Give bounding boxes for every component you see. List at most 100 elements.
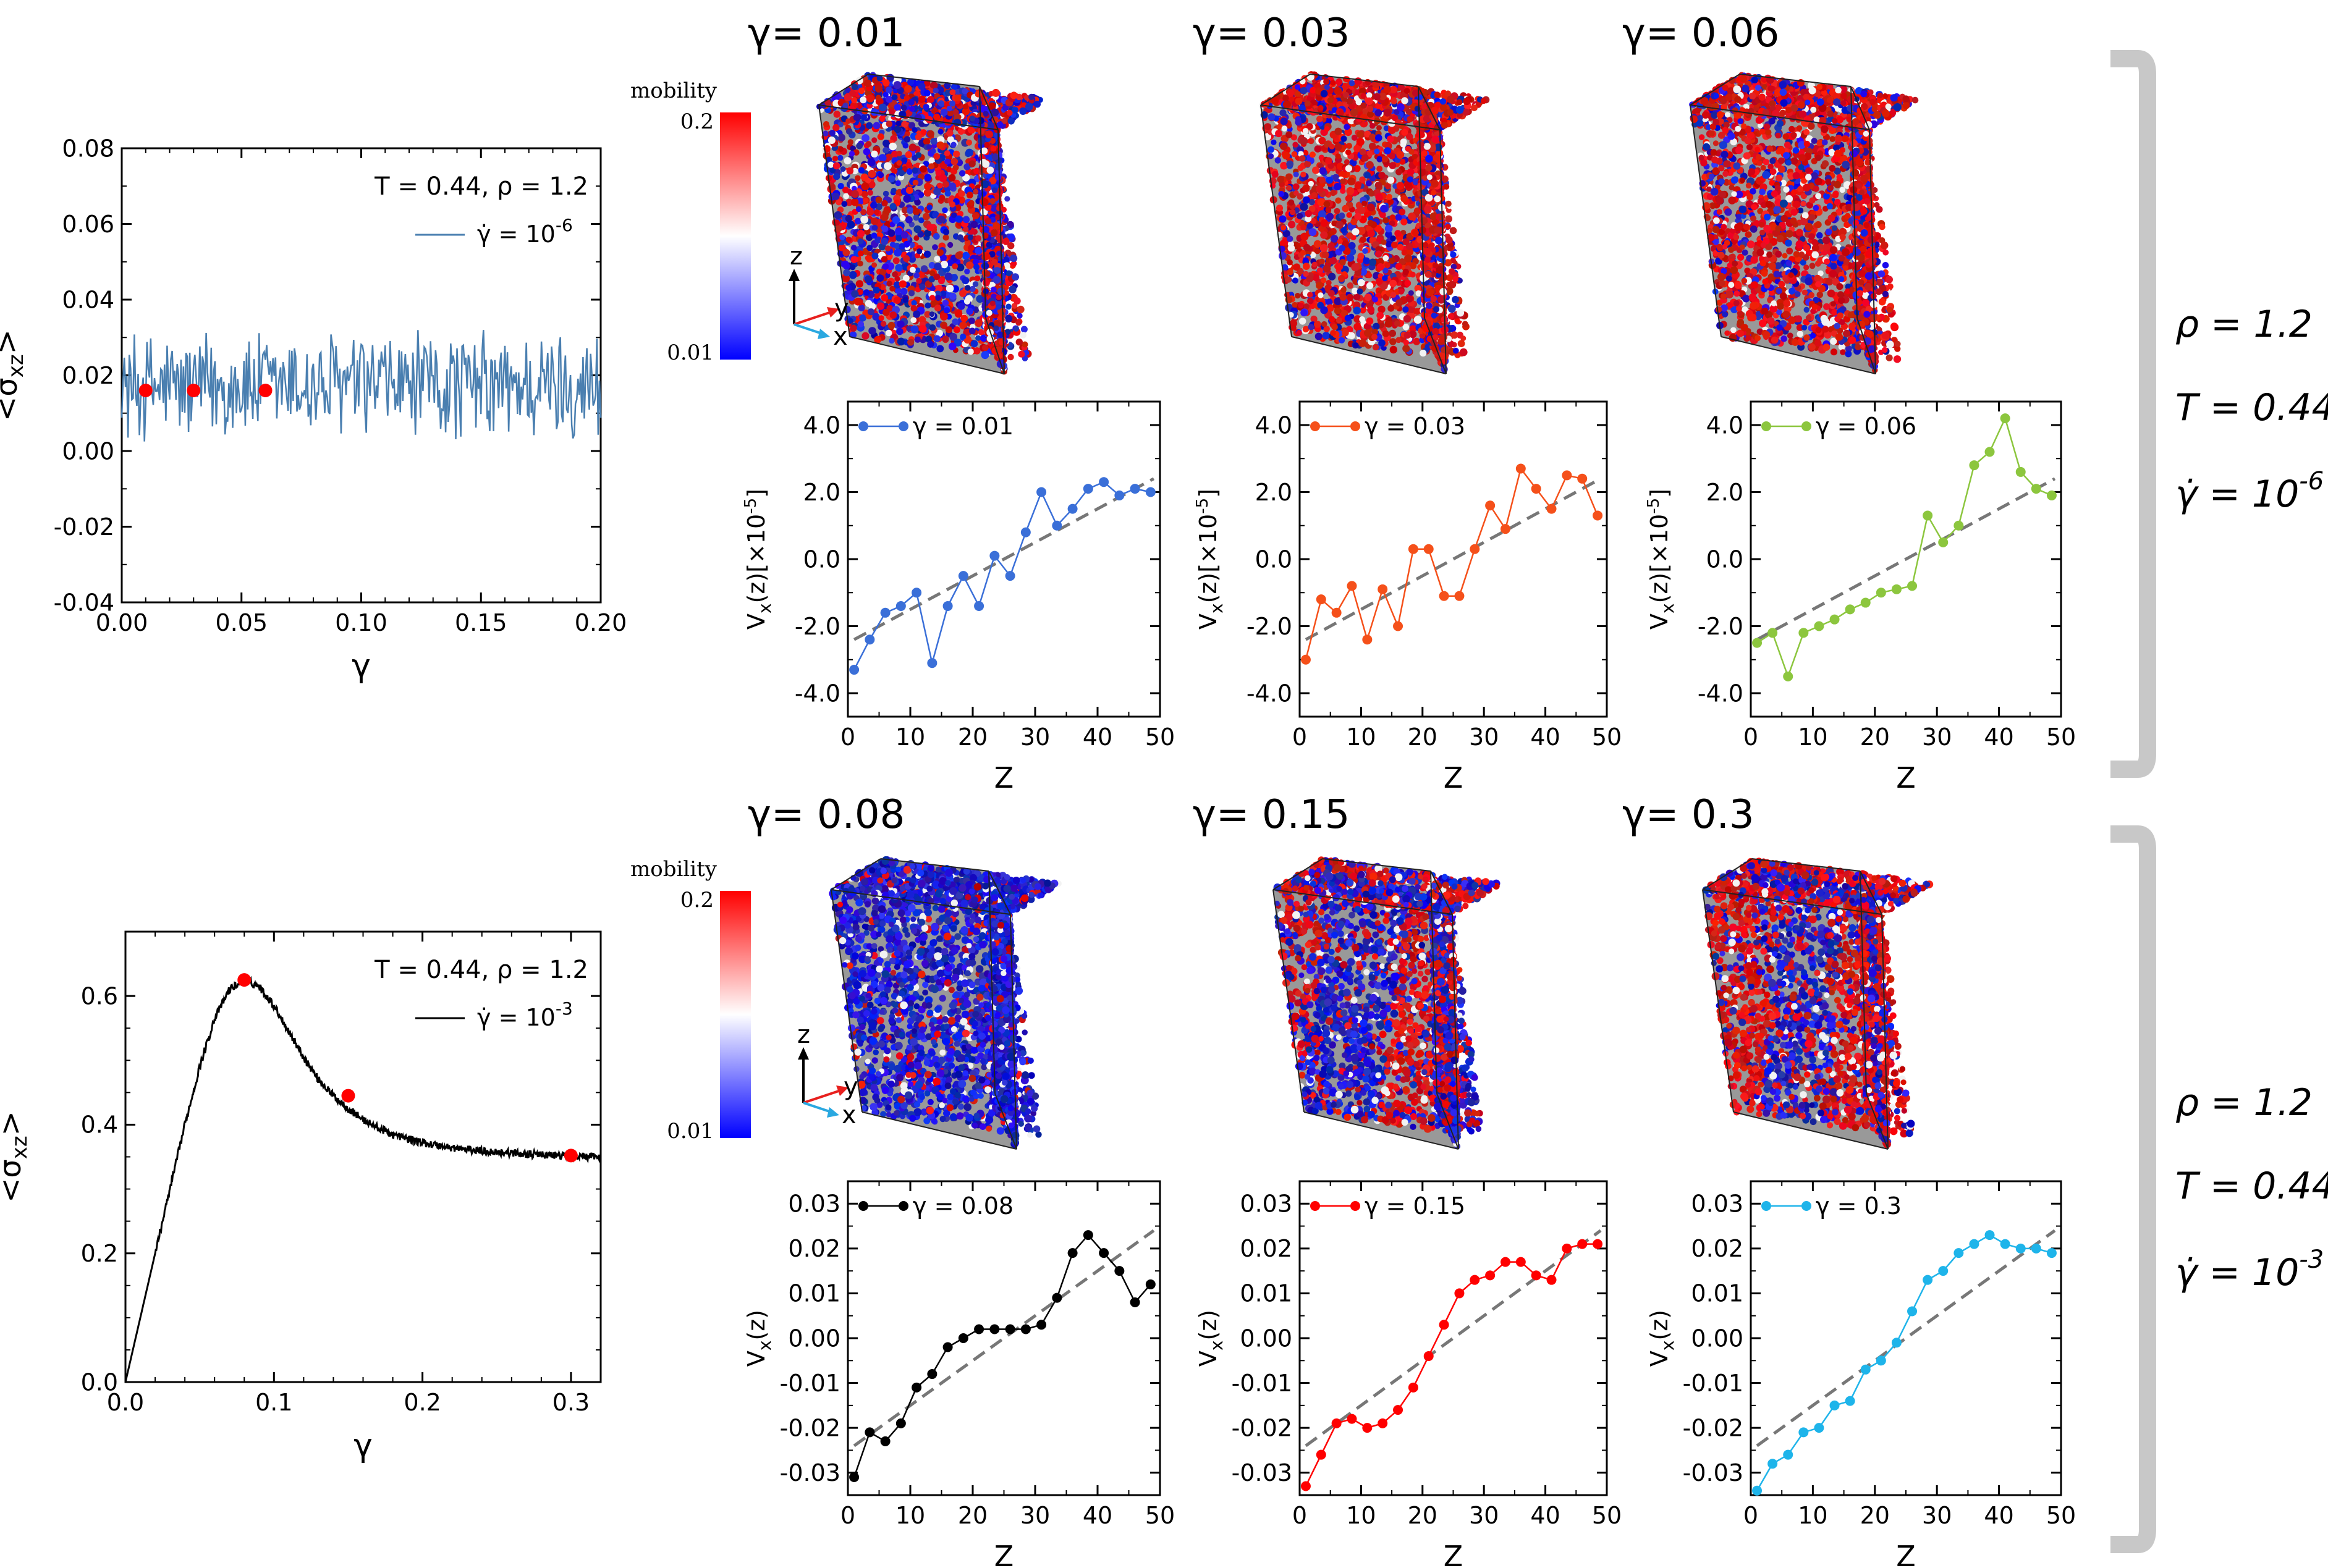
particle [937,182,943,189]
particle [1004,314,1013,322]
particle [952,164,959,171]
particle [1300,250,1306,256]
particle [905,187,913,194]
particle [1334,143,1342,151]
particle [903,195,912,203]
particle [908,290,915,297]
particle [1292,141,1298,148]
x-axis-label: γ [353,1427,373,1464]
particle [912,167,918,174]
particle [902,297,909,303]
particle [975,235,982,242]
particle [940,260,949,269]
particle [912,208,920,216]
particle [967,234,973,240]
particle [827,161,834,168]
particle [858,167,865,174]
particle [1320,277,1327,284]
snapshot-cube-gamma-0.01 [816,72,1043,375]
particle [896,150,902,157]
particle [905,151,913,159]
particle [930,148,936,154]
snapshot-title-4: γ= 0.15 [1193,792,1350,838]
particle [949,292,957,300]
particle [949,100,955,107]
particle [900,231,908,239]
particle [842,103,849,109]
particle [1319,258,1325,265]
particle [855,175,861,182]
particle [955,251,963,259]
y-tick-label: 0.02 [62,362,114,389]
particle [965,285,971,291]
particle [918,95,926,103]
particle [1009,285,1017,293]
particle [1271,139,1277,145]
particle [871,150,878,158]
particle [1293,171,1299,177]
particle [957,302,965,310]
particle [912,179,919,186]
particle [947,136,954,143]
particle [873,209,880,216]
particle [850,264,856,271]
particle [933,153,941,160]
particle [994,267,1001,274]
particle [895,264,903,272]
particle [865,141,872,148]
x-tick-label: 0.00 [96,609,148,636]
particle [868,169,876,178]
particle [1025,103,1033,111]
particle [959,290,967,297]
particle [866,122,873,129]
particle [849,151,855,157]
particle [946,129,954,137]
particle [849,90,856,97]
particle [858,87,865,95]
y-tick-label: -0.02 [54,513,114,541]
particle [929,295,936,301]
particle [1303,243,1311,251]
particle [991,187,997,193]
particle [1345,195,1353,202]
y-tick-label: 0.6 [81,982,118,1010]
particle [899,243,905,250]
particle [942,180,949,188]
particle [1462,321,1468,327]
y-tick-label: 0.04 [62,286,114,313]
particle [989,300,996,306]
particle [1326,213,1334,221]
particle [1288,199,1295,206]
x-tick-label: 0.2 [404,1389,441,1416]
particle [881,226,889,232]
particle [968,200,975,206]
particle [916,248,923,255]
particle [948,342,957,350]
particle [928,163,935,170]
particle [964,268,970,275]
particle [957,234,964,241]
particle [1010,255,1018,263]
particle [966,139,972,146]
particle [984,217,992,225]
particle [962,251,970,260]
particle [895,287,901,294]
particle [962,103,969,110]
particle [1413,316,1422,324]
particle [871,137,878,143]
particle [857,238,864,245]
particle [980,191,986,197]
particle [957,127,965,135]
particle [942,229,950,235]
particle [857,260,863,267]
particle [920,265,928,272]
particle [837,154,844,161]
particle [1285,131,1293,138]
particle [913,272,920,279]
particle [889,142,897,151]
particle [996,294,1002,300]
particle [902,142,909,149]
particle [965,261,974,269]
particle [933,273,941,280]
particle [1410,271,1416,278]
